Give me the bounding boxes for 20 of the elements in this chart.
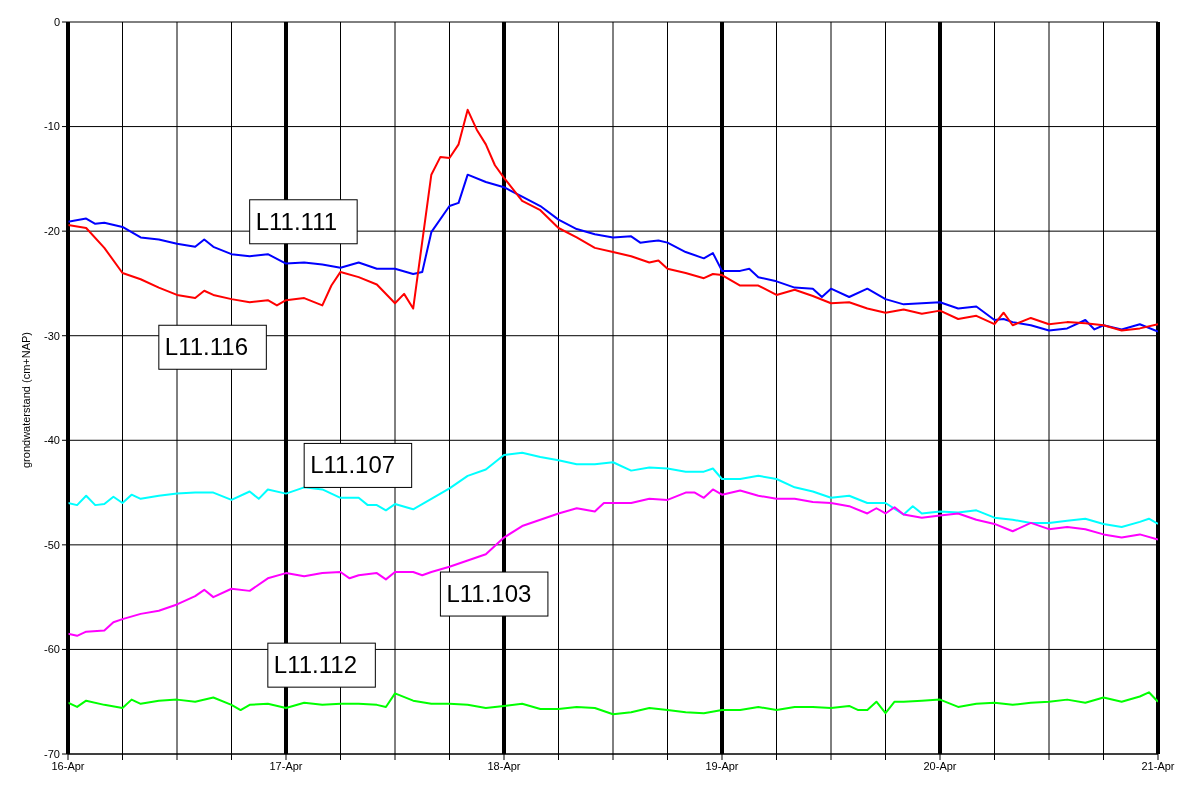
y-tick-label: 0	[53, 15, 60, 28]
y-tick-label: -10	[44, 120, 60, 133]
series-label: L11.103	[446, 580, 532, 608]
x-tick-label: 21-Apr	[1141, 759, 1175, 772]
y-tick-label: -20	[44, 225, 60, 238]
x-tick-label: 20-Apr	[923, 759, 957, 772]
series-label: L11.116	[164, 333, 249, 361]
y-tick-label: -30	[44, 329, 60, 342]
y-tick-label: -70	[44, 747, 60, 760]
x-tick-label: 19-Apr	[705, 759, 739, 772]
y-axis-title: grondwaterstand (cm+NAP)	[19, 331, 32, 468]
y-tick-label: -50	[44, 538, 60, 551]
y-tick-label: -60	[44, 643, 60, 656]
x-tick-label: 16-Apr	[51, 759, 85, 772]
series-label: L11.107	[310, 451, 396, 479]
y-tick-label: -40	[44, 434, 60, 447]
series-label: L11.111	[255, 207, 338, 235]
x-tick-label: 17-Apr	[269, 759, 303, 772]
x-tick-label: 18-Apr	[487, 759, 521, 772]
series-label: L11.112	[273, 651, 358, 679]
